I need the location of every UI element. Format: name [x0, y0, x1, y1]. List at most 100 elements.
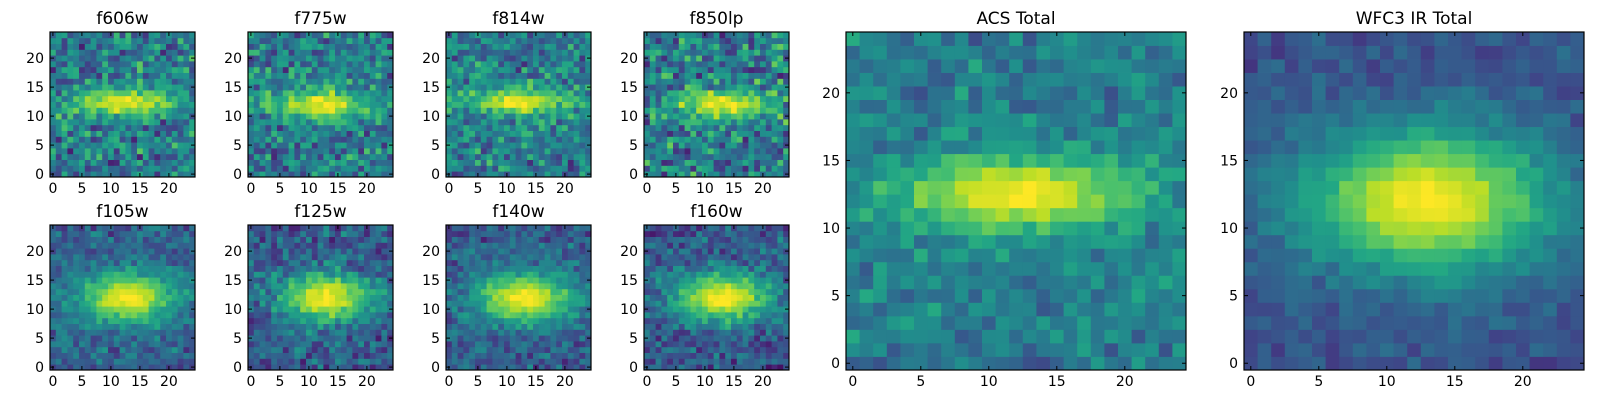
heatmap-cell: [148, 248, 155, 255]
heatmap-cell: [760, 66, 767, 73]
heatmap-cell: [725, 119, 732, 126]
heatmap-cell: [573, 271, 580, 278]
heatmap-cell: [137, 312, 144, 319]
heatmap-cell: [131, 84, 138, 91]
heatmap-cell: [702, 341, 709, 348]
heatmap-cell: [329, 119, 336, 126]
heatmap-cell: [253, 335, 260, 342]
heatmap-cell: [90, 317, 97, 324]
heatmap-cell: [323, 119, 330, 126]
heatmap-cell: [381, 153, 388, 160]
heatmap-cell: [369, 277, 376, 284]
heatmap-cell: [119, 271, 126, 278]
heatmap-cell: [550, 288, 557, 295]
heatmap-cell: [544, 317, 551, 324]
heatmap-cell: [259, 236, 266, 243]
heatmap-cell: [340, 32, 347, 39]
heatmap-cell: [177, 358, 184, 365]
heatmap-cell: [154, 306, 161, 313]
y-tick-label: 15: [422, 80, 440, 96]
heatmap-cell: [61, 37, 68, 44]
heatmap-cell: [277, 72, 284, 79]
heatmap-cell: [731, 119, 738, 126]
heatmap-cell: [358, 119, 365, 126]
heatmap-cell: [579, 346, 586, 353]
heatmap-cell: [96, 148, 103, 155]
heatmap-cell: [725, 32, 732, 39]
heatmap-cell: [288, 230, 295, 237]
heatmap-cell: [253, 78, 260, 85]
heatmap-cell: [148, 294, 155, 301]
heatmap-cell: [515, 159, 522, 166]
heatmap-cell: [352, 352, 359, 359]
heatmap-cell: [754, 335, 761, 342]
heatmap-cell: [131, 95, 138, 102]
heatmap-cell: [102, 294, 109, 301]
heatmap-cell: [271, 364, 278, 371]
heatmap-cell: [352, 148, 359, 155]
heatmap-cell: [579, 259, 586, 266]
heatmap-cell: [550, 171, 557, 178]
heatmap-cell: [649, 32, 656, 39]
heatmap-cell: [579, 317, 586, 324]
heatmap-cell: [265, 148, 272, 155]
heatmap-cell: [183, 283, 190, 290]
heatmap-cell: [277, 294, 284, 301]
heatmap-cell: [498, 124, 505, 131]
heatmap-cell: [67, 66, 74, 73]
heatmap-cell: [55, 49, 62, 56]
heatmap-cell: [480, 153, 487, 160]
heatmap-cell: [649, 37, 656, 44]
heatmap-cell: [364, 72, 371, 79]
heatmap-cell: [73, 242, 80, 249]
heatmap-cell: [567, 107, 574, 114]
heatmap-cell: [166, 78, 173, 85]
heatmap-cell: [177, 335, 184, 342]
heatmap-cell: [96, 341, 103, 348]
heatmap-cell: [492, 32, 499, 39]
heatmap-cell: [259, 323, 266, 330]
heatmap-cell: [457, 248, 464, 255]
heatmap-cell: [131, 225, 138, 232]
heatmap-cell: [463, 124, 470, 131]
heatmap-cell: [556, 119, 563, 126]
heatmap-cell: [538, 341, 545, 348]
heatmap-cell: [306, 49, 313, 56]
heatmap-cell: [119, 254, 126, 261]
heatmap-cell: [189, 225, 196, 232]
x-tick-label: 5: [77, 181, 86, 197]
heatmap-cell: [446, 358, 453, 365]
heatmap-cell: [79, 300, 86, 307]
heatmap-cell: [148, 271, 155, 278]
heatmap-cell: [277, 107, 284, 114]
heatmap-cell: [550, 159, 557, 166]
heatmap-cell: [707, 323, 714, 330]
heatmap-cell: [90, 136, 97, 143]
heatmap-cell: [375, 306, 382, 313]
heatmap-cell: [294, 101, 301, 108]
heatmap-cell: [719, 113, 726, 120]
heatmap-cell: [661, 136, 668, 143]
heatmap-cell: [567, 230, 574, 237]
heatmap-cell: [521, 364, 528, 371]
heatmap-cell: [538, 254, 545, 261]
heatmap-cell: [760, 55, 767, 62]
heatmap-cell: [748, 101, 755, 108]
heatmap-cell: [61, 101, 68, 108]
heatmap-cell: [90, 364, 97, 371]
heatmap-cell: [585, 283, 592, 290]
heatmap-cell: [538, 352, 545, 359]
heatmap-cell: [154, 159, 161, 166]
heatmap-cell: [387, 165, 394, 172]
heatmap-cell: [585, 90, 592, 97]
heatmap-cell: [282, 288, 289, 295]
heatmap-cell: [248, 329, 255, 336]
heatmap-cell: [323, 49, 330, 56]
heatmap-cell: [742, 95, 749, 102]
heatmap-cell: [777, 346, 784, 353]
heatmap-cell: [457, 55, 464, 62]
heatmap-cell: [754, 306, 761, 313]
heatmap-cell: [667, 84, 674, 91]
heatmap-cell: [73, 66, 80, 73]
heatmap-cell: [655, 32, 662, 39]
